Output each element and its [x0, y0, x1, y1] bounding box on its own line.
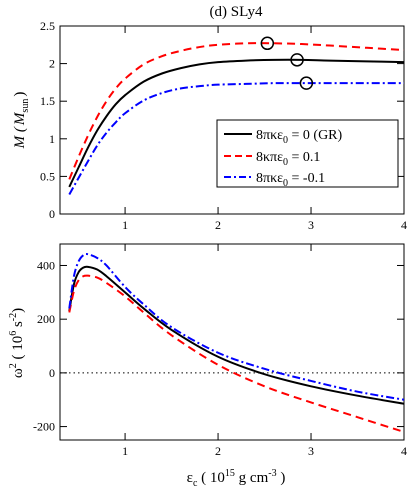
omega-axis-label-unit2: s — [10, 321, 26, 331]
omega-y-tick-label: 200 — [37, 312, 55, 326]
mass-axis-label-close: ) — [12, 92, 28, 97]
mass-series-neg-line — [68, 82, 404, 195]
mass-series-pos-line — [68, 42, 404, 180]
legend-pos-suffix: = 0.1 — [288, 150, 320, 165]
omega-axis-label-unit2-sup: -2 — [8, 313, 19, 321]
omega-axis-label: ω2 ( 106 s-2) — [8, 308, 26, 378]
mass-panel: 1 2 3 400.511.522.5 M (Msun) 8πκε0 = 0 (GR)… — [12, 19, 407, 232]
omega-panel-ticks: 1 2 3 4 -200 0 200 400 — [33, 244, 407, 458]
x-axis-label-main: ε — [187, 470, 193, 486]
mass-y-tick-label: 0.5 — [40, 169, 55, 183]
mass-y-tick-label: 1.5 — [40, 94, 55, 108]
mass-axis-label-sub: sun — [20, 99, 31, 113]
mass-y-tick-label: 2.5 — [40, 19, 55, 33]
legend-gr-prefix: 8πκε — [256, 128, 283, 143]
omega-series-neg-line — [68, 253, 404, 401]
omega-y-tick-label: 0 — [49, 366, 55, 380]
legend-neg-suffix: = -0.1 — [288, 171, 325, 186]
omega-panel-frame — [59, 243, 405, 441]
legend-entry-gr: 8πκε0 = 0 (GR) — [256, 128, 343, 146]
x-axis-label: εc ( 1015 g cm-3 ) — [187, 468, 286, 489]
legend-entry-pos: 8κπε0 = 0.1 — [256, 150, 320, 168]
mass-y-tick-label: 1 — [49, 132, 55, 146]
omega-series-group — [68, 253, 404, 433]
legend-neg-sub: 0 — [283, 178, 288, 189]
omega-axis-label-main: ω — [10, 368, 26, 378]
x-axis-label-end-sup: -3 — [268, 468, 276, 479]
mass-x-tick-label: 1 — [122, 218, 128, 232]
max-mass-marker-pos — [260, 36, 275, 51]
mass-max-markers — [260, 36, 314, 90]
mass-x-tick-label: 4 — [401, 218, 407, 232]
mass-series-gr-line — [68, 58, 404, 188]
mass-x-tick-label: 2 — [215, 218, 221, 232]
legend-box — [216, 119, 399, 188]
legend-gr-suffix: = 0 (GR) — [288, 128, 343, 143]
omega-y-tick-label: 400 — [37, 258, 55, 272]
mass-x-tick-label: 3 — [308, 218, 314, 232]
mass-axis-label-main: M ( — [12, 126, 28, 149]
mass-series-group — [68, 42, 404, 195]
omega-axis-label-unit-sup: 6 — [8, 331, 19, 336]
x-axis-label-sup: 15 — [225, 468, 235, 479]
mass-axis-label-m: M — [12, 111, 28, 126]
omega-axis-label-unit: ( 10 — [10, 336, 26, 364]
omega-series-pos-line — [68, 274, 404, 433]
max-mass-marker-gr — [290, 53, 304, 67]
legend-gr-sub: 0 — [283, 135, 288, 146]
legend-neg-prefix: 8πκε — [256, 171, 283, 186]
omega-x-tick-label: 3 — [308, 444, 314, 458]
x-axis-label-close: ) — [277, 470, 286, 486]
mass-axis-label: M (Msun) — [12, 92, 31, 150]
omega-axis-label-sup: 2 — [8, 363, 19, 368]
legend-entry-neg: 8πκε0 = -0.1 — [256, 171, 325, 189]
legend-pos-prefix: 8κπε — [256, 150, 283, 165]
mass-panel-frame — [59, 25, 405, 215]
omega-x-tick-label: 4 — [401, 444, 407, 458]
omega-y-tick-label: -200 — [33, 420, 55, 434]
x-axis-label-sub: c — [193, 478, 198, 489]
max-mass-marker-neg — [299, 76, 314, 90]
x-axis-label-mid: ( 10 — [197, 470, 225, 486]
omega-series-gr-line — [68, 265, 404, 405]
omega-x-tick-label: 2 — [215, 444, 221, 458]
legend-pos-sub: 0 — [283, 157, 288, 168]
x-axis-label-end: g cm — [235, 470, 269, 486]
mass-panel-ticks: 1 2 3 4 0 0.5 1 1.5 2 2.5 — [40, 19, 407, 232]
mass-y-tick-label: 2 — [49, 57, 55, 71]
chart-title: (d) SLy4 — [210, 4, 263, 20]
omega-x-tick-label: 1 — [122, 444, 128, 458]
omega-axis-label-close: ) — [10, 308, 26, 313]
legend: 8πκε0 = 0 (GR) 8κπε0 = 0.1 8πκε0 = -0.1 — [216, 119, 399, 189]
mass-y-tick-label: 0 — [49, 207, 55, 221]
